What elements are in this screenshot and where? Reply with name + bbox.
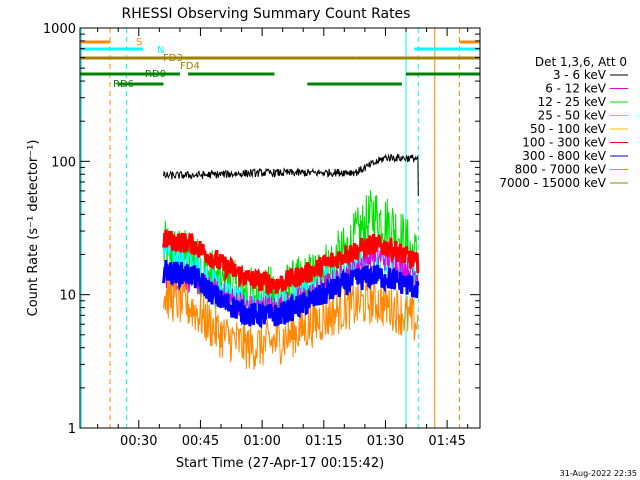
chart-title: RHESSI Observing Summary Count Rates <box>122 6 411 22</box>
x-tick-label: 01:15 <box>305 434 342 449</box>
legend-entry-label: 100 - 300 keV <box>522 136 606 150</box>
vertical-markers <box>80 28 460 428</box>
y-tick-label: 1000 <box>43 22 76 37</box>
plot-frame <box>79 27 481 429</box>
y-tick-label: 1 <box>68 422 76 437</box>
x-tick-label: 00:30 <box>120 434 157 449</box>
y-tick-label: 100 <box>51 155 76 170</box>
timestamp: 31-Aug-2022 22:35 <box>560 469 637 478</box>
flag-bar-label: N <box>157 45 164 56</box>
x-axis-label: Start Time (27-Apr-17 00:15:42) <box>176 456 384 471</box>
flag-bar-label: FD3 <box>163 53 183 64</box>
legend-entry-label: 800 - 7000 keV <box>515 163 607 177</box>
legend-entry-label: 25 - 50 keV <box>538 109 607 123</box>
x-tick-label: 00:45 <box>182 434 219 449</box>
series-line <box>163 153 419 197</box>
x-tick-label: 01:30 <box>367 434 404 449</box>
legend-entry-label: 300 - 800 keV <box>522 149 606 163</box>
y-axis-label: Count Rate (s⁻¹ detector⁻¹) <box>26 140 41 317</box>
series-line <box>162 259 420 329</box>
flag-bar-label: S <box>136 37 142 48</box>
legend-entry-label: 3 - 6 keV <box>553 68 607 82</box>
legend-entry-label: 6 - 12 keV <box>545 82 607 96</box>
legend-entry-label: 50 - 100 keV <box>530 122 607 136</box>
y-tick-label: 10 <box>59 289 76 304</box>
flag-bar-label: RD0 <box>145 69 166 80</box>
x-tick-label: 01:45 <box>428 434 465 449</box>
series-line <box>163 274 419 370</box>
series-line <box>162 229 420 296</box>
legend-entry-label: 7000 - 15000 keV <box>499 176 606 190</box>
flag-bar-label: FD4 <box>180 61 200 72</box>
x-tick-label: 01:00 <box>243 434 280 449</box>
flag-bar-label: RD6 <box>113 79 134 90</box>
legend-entry-label: 12 - 25 keV <box>538 95 607 109</box>
series-lines <box>162 153 420 370</box>
legend-header: Det 1,3,6, Att 0 <box>535 55 627 69</box>
